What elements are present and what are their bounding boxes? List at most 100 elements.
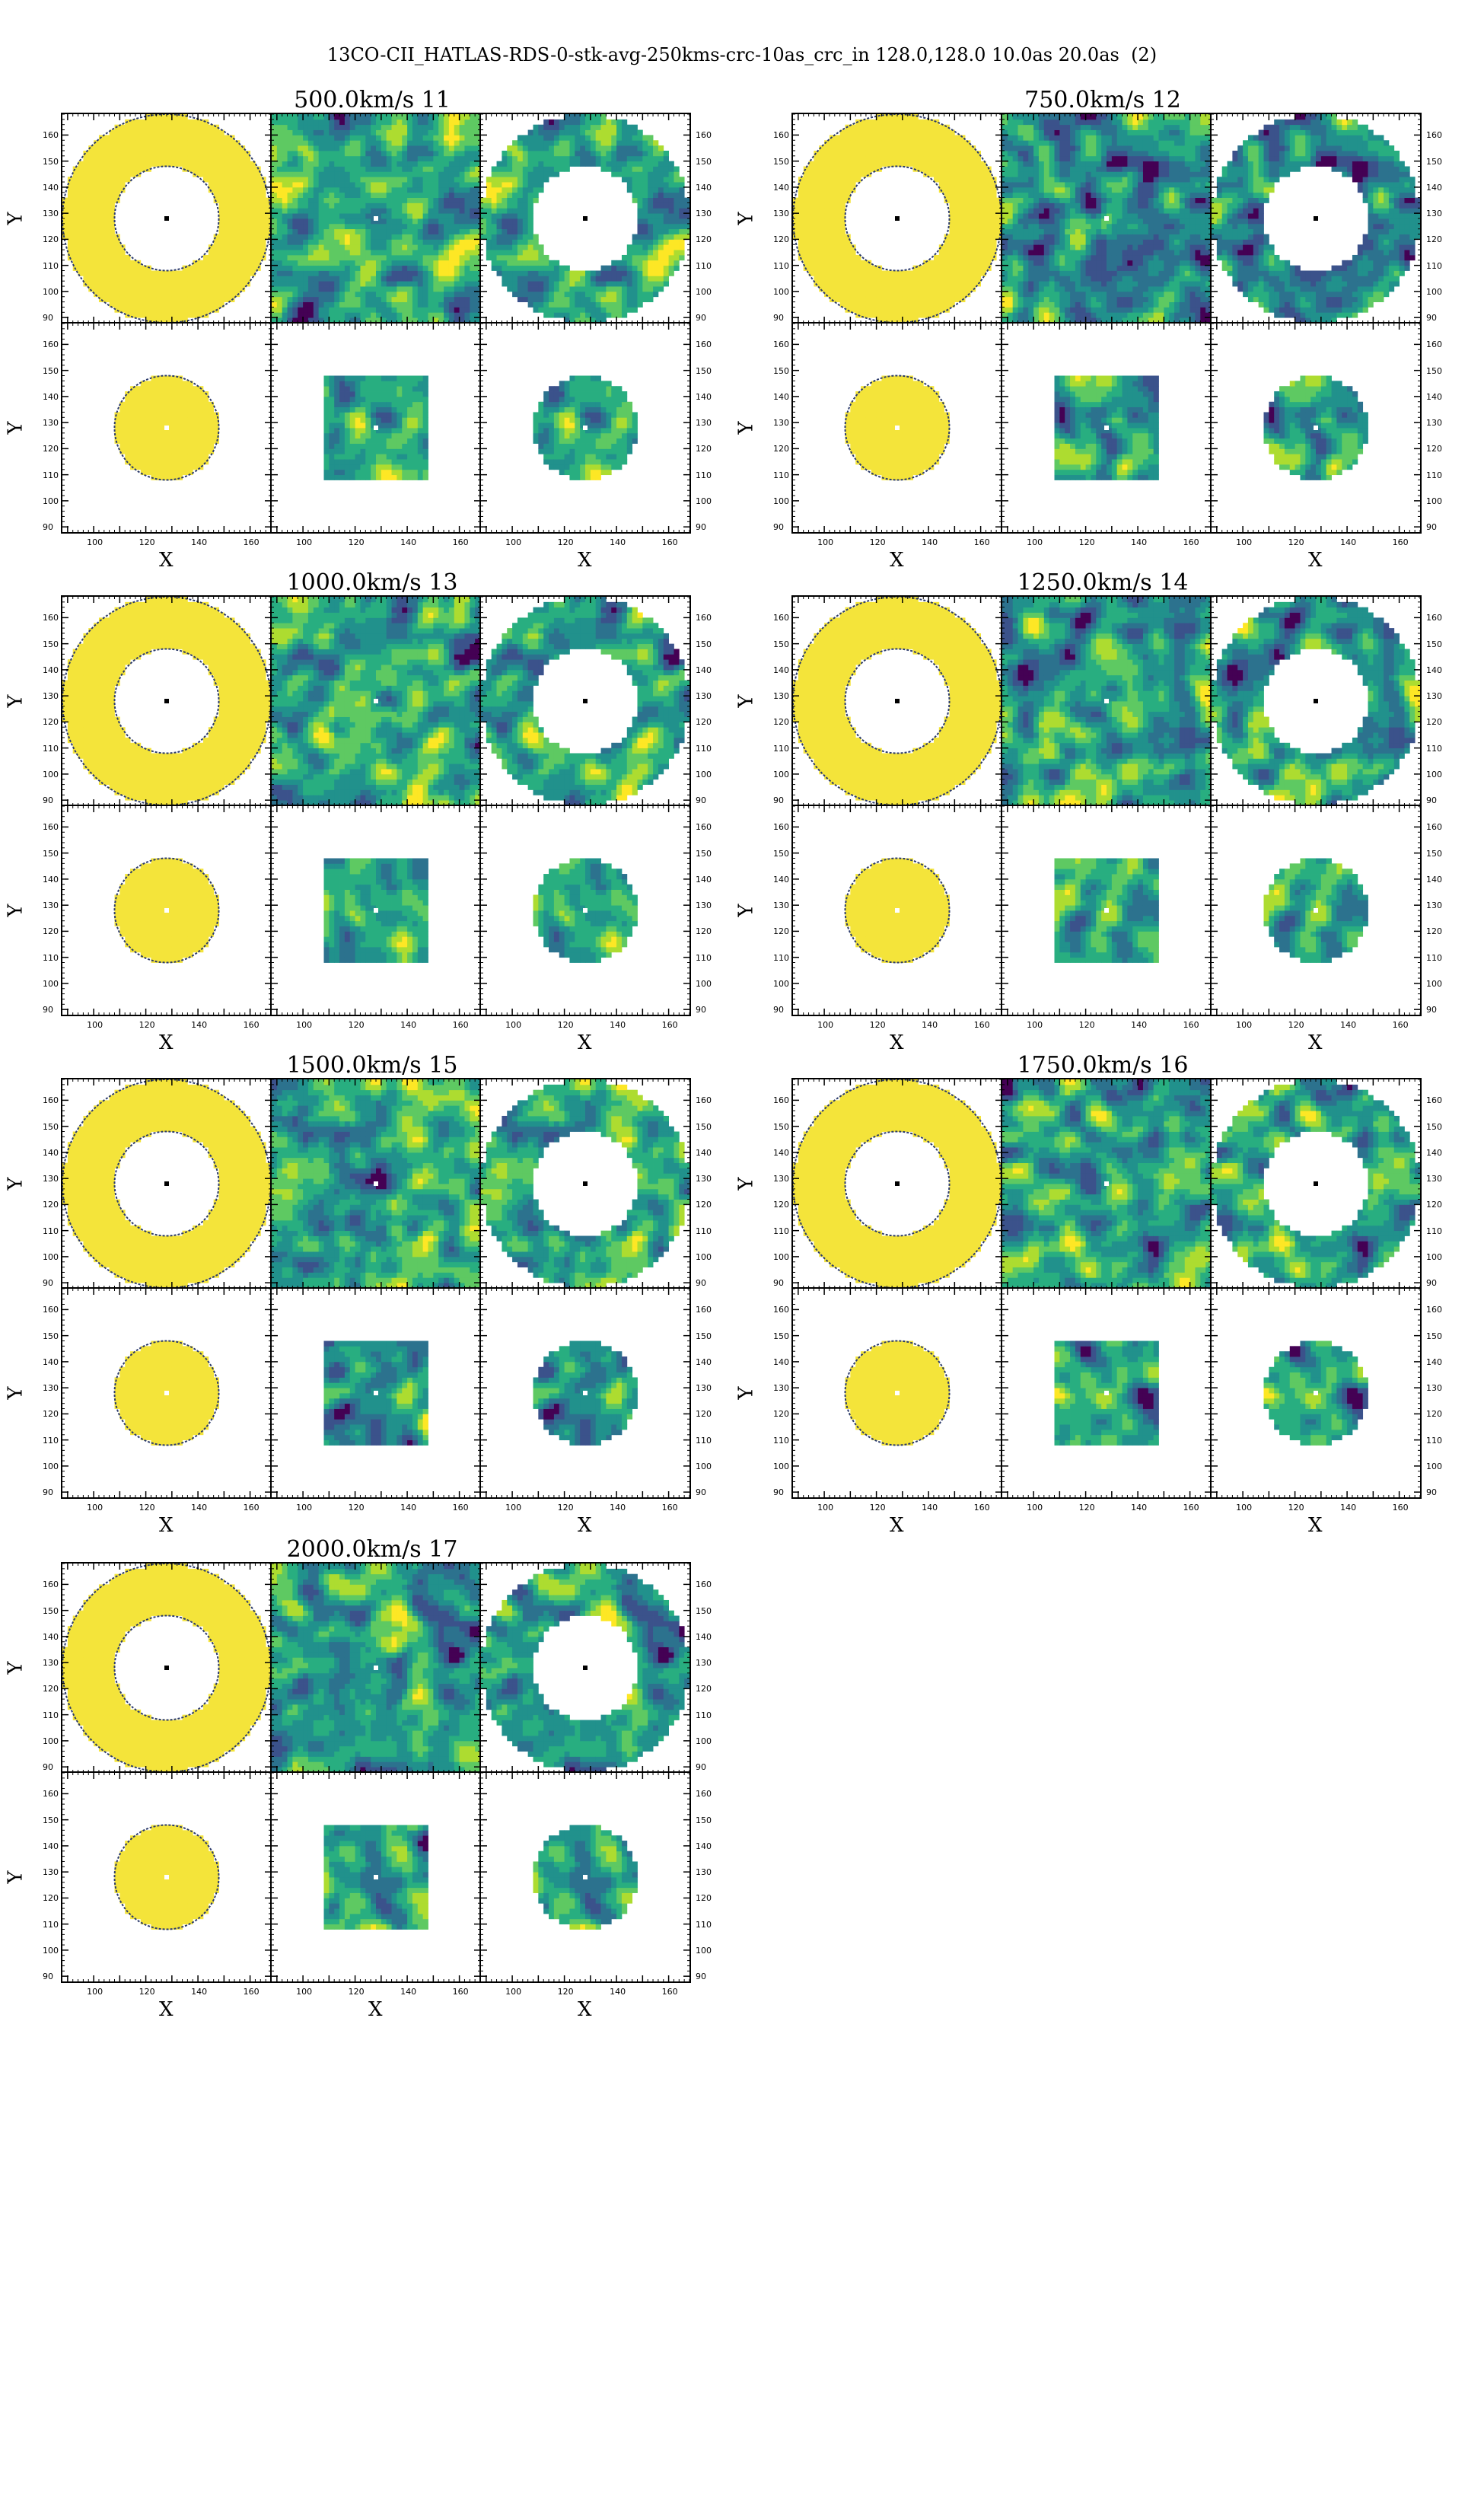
map-pixel xyxy=(339,161,346,167)
map-pixel xyxy=(98,140,105,146)
map-pixel xyxy=(507,213,513,219)
map-pixel xyxy=(329,171,335,177)
map-pixel xyxy=(428,177,434,183)
map-pixel xyxy=(402,135,408,141)
map-pixel xyxy=(303,186,309,193)
map-pixel xyxy=(239,166,246,172)
map-pixel xyxy=(486,182,492,188)
map-pixel xyxy=(533,182,539,188)
map-pixel xyxy=(417,401,424,407)
map-pixel xyxy=(334,428,340,434)
map-pixel xyxy=(575,145,581,151)
map-pixel xyxy=(512,286,518,292)
map-pixel xyxy=(512,177,518,183)
map-pixel xyxy=(616,286,623,292)
map-pixel xyxy=(626,171,633,177)
map-pixel xyxy=(621,135,628,141)
map-pixel xyxy=(334,161,340,167)
map-pixel xyxy=(376,443,382,449)
map-pixel xyxy=(637,155,643,162)
map-pixel xyxy=(428,145,434,151)
map-pixel xyxy=(135,135,142,141)
map-pixel xyxy=(663,250,669,256)
map-pixel xyxy=(470,186,476,193)
map-pixel xyxy=(255,192,261,198)
map-pixel xyxy=(198,401,204,407)
map-pixel xyxy=(632,234,638,240)
map-pixel xyxy=(177,459,183,465)
map-pixel xyxy=(653,213,659,219)
map-pixel xyxy=(329,265,335,271)
map-pixel xyxy=(282,234,288,240)
map-pixel xyxy=(323,213,330,219)
map-pixel xyxy=(417,448,424,454)
map-pixel xyxy=(234,166,240,172)
map-pixel xyxy=(329,270,335,276)
map-pixel xyxy=(198,391,204,397)
map-pixel xyxy=(145,406,151,413)
map-pixel xyxy=(616,124,623,130)
map-pixel xyxy=(329,396,335,403)
map-pixel xyxy=(448,124,455,130)
map-pixel xyxy=(648,218,654,225)
map-pixel xyxy=(507,260,513,266)
map-pixel xyxy=(151,286,157,292)
map-pixel xyxy=(491,208,497,214)
map-pixel xyxy=(365,454,371,460)
map-pixel xyxy=(559,155,565,162)
map-pixel xyxy=(224,192,230,198)
map-pixel xyxy=(161,286,167,292)
map-pixel xyxy=(391,381,397,387)
map-pixel xyxy=(486,197,492,203)
map-pixel xyxy=(272,244,278,250)
map-pixel xyxy=(349,135,355,141)
map-pixel xyxy=(140,140,146,146)
map-pixel xyxy=(386,265,392,271)
map-pixel xyxy=(323,454,330,460)
map-pixel xyxy=(684,213,689,219)
map-pixel xyxy=(391,150,397,157)
map-pixel xyxy=(527,239,533,245)
map-pixel xyxy=(193,145,199,151)
map-pixel xyxy=(386,432,392,439)
map-pixel xyxy=(365,396,371,403)
map-pixel xyxy=(78,208,84,214)
map-pixel xyxy=(349,244,355,250)
map-pixel xyxy=(339,443,346,449)
map-pixel xyxy=(365,161,371,167)
map-pixel xyxy=(496,197,502,203)
map-pixel xyxy=(318,140,324,146)
map-pixel xyxy=(522,260,529,266)
map-pixel xyxy=(606,296,612,302)
map-pixel xyxy=(250,192,256,198)
map-pixel xyxy=(83,192,89,198)
map-pixel xyxy=(381,124,387,130)
map-pixel xyxy=(88,281,94,287)
map-image xyxy=(481,114,689,323)
map-pixel xyxy=(130,406,136,413)
map-pixel xyxy=(287,186,293,193)
map-pixel xyxy=(365,171,371,177)
map-pixel xyxy=(464,286,470,292)
map-pixel xyxy=(78,239,84,245)
map-pixel xyxy=(323,417,330,423)
map-pixel xyxy=(438,228,444,234)
map-pixel xyxy=(272,254,278,261)
map-pixel xyxy=(371,182,377,188)
map-pixel xyxy=(417,234,424,240)
map-pixel xyxy=(334,312,340,318)
map-pixel xyxy=(177,307,183,313)
map-pixel xyxy=(193,454,199,460)
map-pixel xyxy=(125,265,131,271)
map-pixel xyxy=(135,406,142,413)
map-pixel xyxy=(538,124,544,130)
map-pixel xyxy=(595,161,601,167)
map-pixel xyxy=(470,114,476,120)
map-pixel xyxy=(402,228,408,234)
map-pixel xyxy=(318,265,324,271)
map-pixel xyxy=(318,177,324,183)
map-pixel xyxy=(422,234,428,240)
map-pixel xyxy=(365,114,371,120)
map-pixel xyxy=(438,276,444,282)
map-pixel xyxy=(187,161,193,167)
